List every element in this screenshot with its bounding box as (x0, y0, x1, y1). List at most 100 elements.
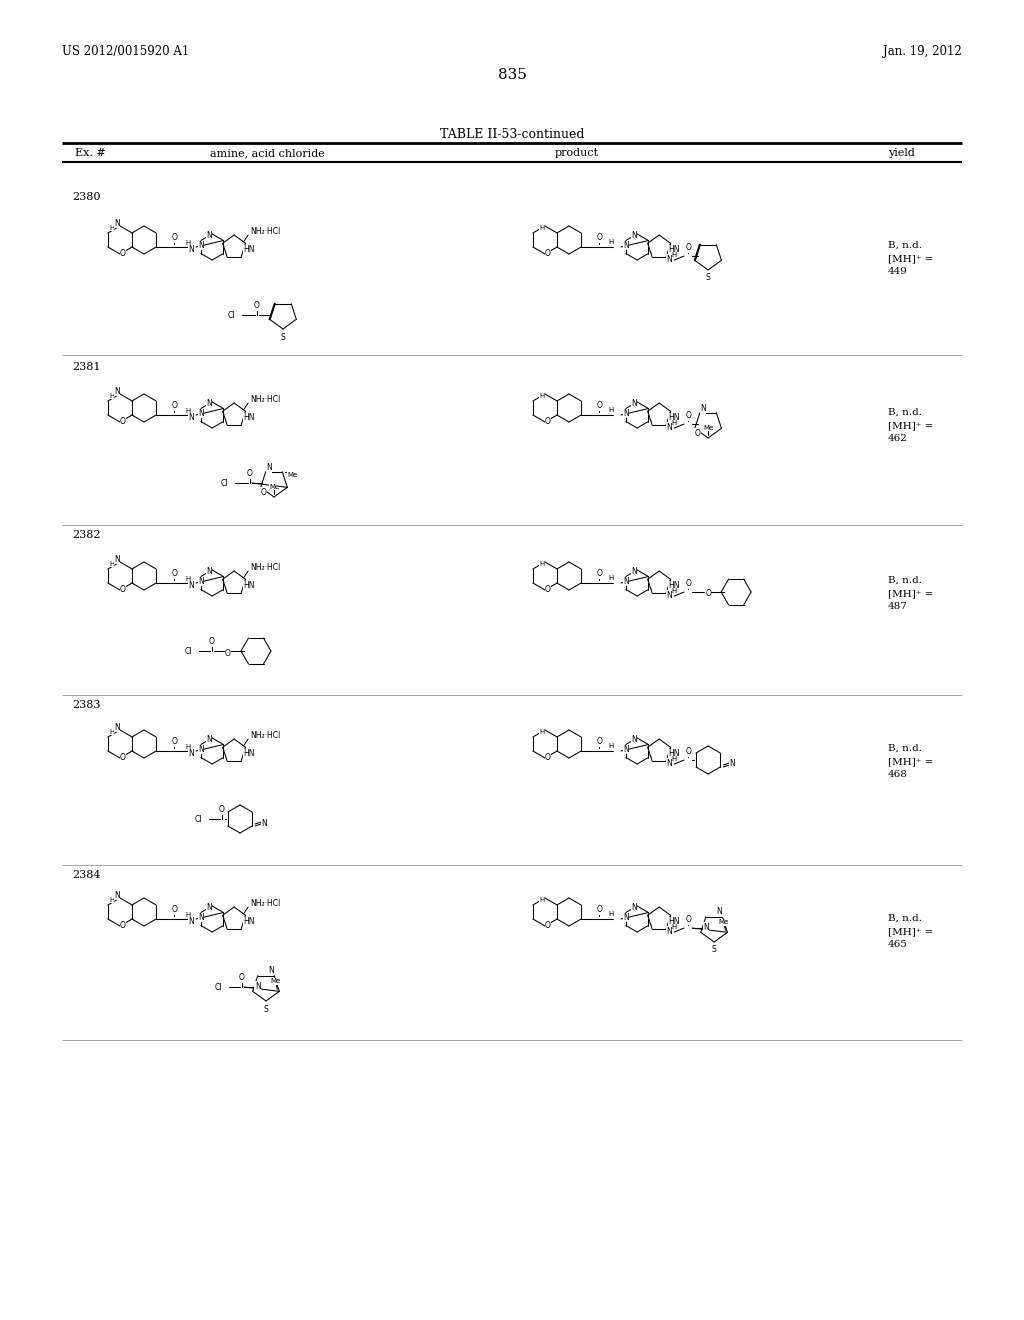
Text: H: H (672, 756, 677, 762)
Text: N: N (667, 422, 672, 432)
Text: Me: Me (270, 978, 281, 985)
Text: N: N (206, 231, 212, 240)
Text: N: N (198, 242, 204, 249)
Text: O: O (545, 249, 551, 259)
Text: H: H (672, 252, 677, 257)
Text: N: N (667, 255, 672, 264)
Text: N: N (206, 400, 212, 408)
Text: O: O (685, 412, 691, 421)
Text: O: O (239, 974, 245, 982)
Text: 2380: 2380 (72, 191, 100, 202)
Text: H: H (540, 729, 545, 735)
Text: N: N (198, 913, 204, 921)
Text: N: N (702, 923, 709, 932)
Text: H: H (540, 898, 545, 903)
Text: NH₂·HCl: NH₂·HCl (250, 395, 281, 404)
Text: product: product (555, 148, 599, 158)
Text: [MH]⁺ =: [MH]⁺ = (888, 589, 933, 598)
Text: N: N (114, 891, 120, 899)
Text: HN: HN (243, 413, 255, 422)
Text: N: N (729, 759, 735, 768)
Text: NH₂·HCl: NH₂·HCl (250, 899, 281, 908)
Text: H: H (540, 561, 545, 568)
Text: O: O (219, 805, 225, 814)
Text: N: N (700, 404, 706, 413)
Text: 2382: 2382 (72, 531, 100, 540)
Text: O: O (171, 234, 177, 243)
Text: Me: Me (287, 471, 297, 478)
Text: Ex. #: Ex. # (75, 148, 105, 158)
Text: N: N (667, 590, 672, 599)
Text: O: O (171, 906, 177, 915)
Text: H: H (185, 912, 190, 917)
Text: O: O (120, 249, 126, 259)
Text: N: N (114, 554, 120, 564)
Text: N: N (114, 387, 120, 396)
Text: H: H (185, 576, 190, 582)
Text: 835: 835 (498, 69, 526, 82)
Text: Cl: Cl (195, 814, 202, 824)
Text: O: O (685, 916, 691, 924)
Text: HN: HN (669, 246, 680, 255)
Text: H: H (110, 561, 115, 568)
Text: B, n.d.: B, n.d. (888, 576, 922, 585)
Text: NH₂·HCl: NH₂·HCl (250, 227, 281, 235)
Text: O: O (171, 738, 177, 747)
Text: O: O (596, 906, 602, 915)
Text: N: N (667, 759, 672, 767)
Text: H: H (110, 224, 115, 231)
Text: N: N (114, 722, 120, 731)
Text: N: N (623, 744, 629, 754)
Text: O: O (120, 417, 126, 426)
Text: HN: HN (669, 917, 680, 927)
Text: 468: 468 (888, 770, 908, 779)
Text: H: H (608, 743, 613, 748)
Text: N: N (198, 577, 204, 586)
Text: yield: yield (888, 148, 914, 158)
Text: H: H (608, 239, 613, 246)
Text: 2381: 2381 (72, 362, 100, 372)
Text: N: N (188, 917, 194, 927)
Text: amine, acid chloride: amine, acid chloride (210, 148, 325, 158)
Text: O: O (545, 586, 551, 594)
Text: HN: HN (669, 581, 680, 590)
Text: 2384: 2384 (72, 870, 100, 880)
Text: TABLE II-53-continued: TABLE II-53-continued (439, 128, 585, 141)
Text: Me: Me (718, 919, 728, 925)
Text: N: N (266, 463, 271, 473)
Text: N: N (261, 818, 267, 828)
Text: O: O (120, 586, 126, 594)
Text: 487: 487 (888, 602, 908, 611)
Text: B, n.d.: B, n.d. (888, 408, 922, 417)
Text: H: H (608, 407, 613, 413)
Text: O: O (685, 579, 691, 589)
Text: S: S (281, 333, 286, 342)
Text: [MH]⁺ =: [MH]⁺ = (888, 421, 933, 430)
Text: H: H (540, 224, 545, 231)
Text: Cl: Cl (184, 647, 193, 656)
Text: O: O (545, 754, 551, 763)
Text: O: O (254, 301, 260, 310)
Text: N: N (631, 903, 637, 912)
Text: H: H (185, 240, 190, 246)
Text: O: O (545, 417, 551, 426)
Text: N: N (188, 750, 194, 759)
Text: O: O (596, 401, 602, 411)
Text: O: O (120, 921, 126, 931)
Text: 465: 465 (888, 940, 908, 949)
Text: HN: HN (243, 246, 255, 255)
Text: O: O (596, 569, 602, 578)
Text: HN: HN (669, 750, 680, 758)
Text: H: H (110, 393, 115, 399)
Text: N: N (631, 735, 637, 744)
Text: [MH]⁺ =: [MH]⁺ = (888, 927, 933, 936)
Text: O: O (545, 921, 551, 931)
Text: O: O (706, 590, 711, 598)
Text: Cl: Cl (220, 479, 228, 487)
Text: N: N (198, 744, 204, 754)
Text: O: O (171, 401, 177, 411)
Text: N: N (631, 400, 637, 408)
Text: N: N (188, 582, 194, 590)
Text: 462: 462 (888, 434, 908, 444)
Text: O: O (596, 738, 602, 747)
